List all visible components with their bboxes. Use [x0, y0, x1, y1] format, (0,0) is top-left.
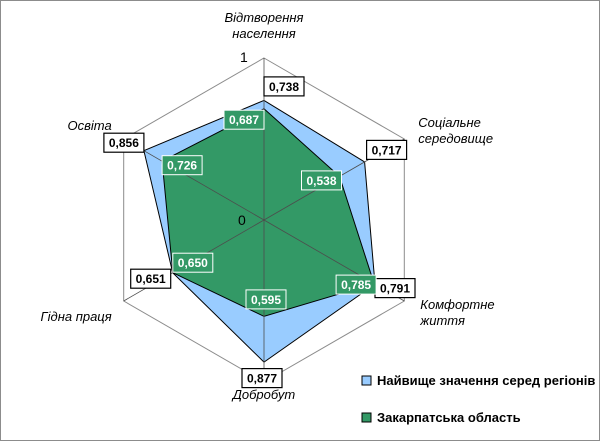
data-label-text: 0,877	[247, 372, 277, 386]
legend-swatch	[361, 375, 372, 386]
tick-label: 1	[240, 49, 248, 65]
axis-label: Гідна праця	[41, 309, 112, 324]
tick-label: 0	[238, 212, 246, 228]
data-label-text: 0,785	[341, 278, 371, 292]
data-label-text: 0,738	[269, 80, 299, 94]
data-label-box	[103, 132, 145, 153]
axis-label-line: Освіта	[67, 118, 111, 133]
data-label-box	[301, 170, 342, 191]
data-label-box	[366, 139, 408, 160]
axis-label-line: життя	[419, 313, 465, 328]
data-label-box	[161, 155, 203, 176]
data-label-text: 0,687	[229, 113, 259, 127]
data-label-text: 0,595	[251, 293, 281, 307]
data-label: 0,785	[335, 274, 377, 295]
axis-label-line: Соціальне	[418, 115, 481, 130]
data-label: 0,877	[241, 368, 283, 389]
legend-label: Закарпатська область	[377, 410, 521, 425]
data-label-box	[335, 274, 377, 295]
data-label-text: 0,651	[136, 272, 166, 286]
axis-label-line: Добробут	[231, 387, 296, 402]
axis-label-line: Комфортне	[420, 297, 494, 312]
data-label-text: 0,538	[306, 174, 336, 188]
spoke-line	[123, 138, 265, 221]
data-label-box	[223, 109, 265, 130]
data-label: 0,650	[172, 252, 214, 273]
data-label: 0,595	[245, 289, 287, 310]
data-label-box	[263, 76, 305, 97]
legend-label: Найвище значення серед регіонів	[377, 373, 595, 388]
data-label: 0,726	[161, 155, 203, 176]
data-label: 0,538	[301, 170, 342, 191]
data-label-box	[172, 252, 214, 273]
data-label-text: 0,650	[178, 256, 208, 270]
data-label-text: 0,856	[109, 136, 139, 150]
legend-swatch	[361, 412, 372, 423]
data-label-box	[130, 268, 172, 289]
data-label-text: 0,717	[372, 143, 402, 157]
data-label: 0,791	[374, 278, 416, 299]
data-label: 0,687	[223, 109, 265, 130]
data-label: 0,651	[130, 268, 172, 289]
data-label: 0,856	[103, 132, 145, 153]
data-label-text: 0,726	[167, 159, 197, 173]
axis-label: Освіта	[67, 118, 111, 133]
axis-label: Добробут	[231, 387, 296, 402]
data-label-box	[245, 289, 287, 310]
axis-label-line: середовище	[418, 131, 493, 146]
data-label: 0,738	[263, 76, 305, 97]
axis-label-line: Відтворення	[224, 10, 303, 25]
axis-label-line: Гідна праця	[41, 309, 112, 324]
data-label: 0,717	[366, 139, 408, 160]
axis-label-line: населення	[232, 26, 296, 41]
legend: Найвище значення серед регіонів Закарпатс…	[361, 373, 595, 425]
data-label-text: 0,791	[380, 282, 410, 296]
data-label-box	[241, 368, 283, 389]
